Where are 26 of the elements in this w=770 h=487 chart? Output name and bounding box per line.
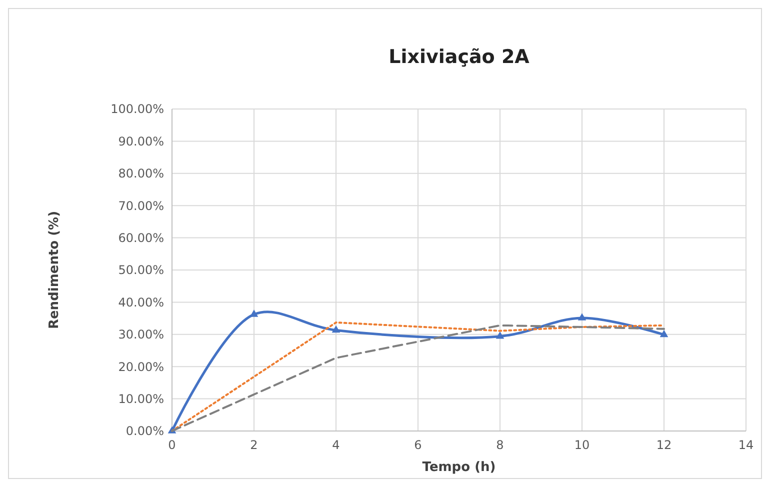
y-axis-title: Rendimento (%): [47, 210, 62, 330]
x-tick-label: 8: [496, 438, 504, 452]
y-tick-label: 40.00%: [118, 295, 164, 310]
point: [496, 332, 504, 339]
y-tick-label: 80.00%: [118, 166, 164, 181]
y-tick-label: 10.00%: [118, 392, 164, 406]
x-tick-label: 10: [574, 438, 590, 452]
y-tick-label: 60.00%: [118, 231, 164, 245]
y-tick-label: 30.00%: [118, 328, 164, 342]
y-tick-label: 100.00%: [110, 102, 164, 116]
x-tick-label: 14: [738, 438, 754, 452]
y-tick-label: 20.00%: [118, 360, 164, 374]
chart-title: Lixiviação 2A: [388, 46, 530, 68]
x-tick-label: 2: [250, 438, 258, 452]
x-axis-title: Tempo (h): [422, 460, 496, 475]
point: [660, 330, 668, 338]
x-tick-label: 0: [168, 438, 176, 452]
x-tick-label: 12: [656, 438, 672, 452]
x-tick-label: 4: [332, 438, 340, 452]
y-tick-label: 70.00%: [118, 198, 164, 213]
y-tick-label: 50.00%: [118, 263, 164, 278]
point: [578, 313, 586, 320]
y-tick-label: 90.00%: [118, 134, 164, 148]
point: [332, 325, 340, 333]
x-tick-label: 6: [414, 438, 422, 452]
y-tick-label: 0.00%: [126, 424, 164, 438]
